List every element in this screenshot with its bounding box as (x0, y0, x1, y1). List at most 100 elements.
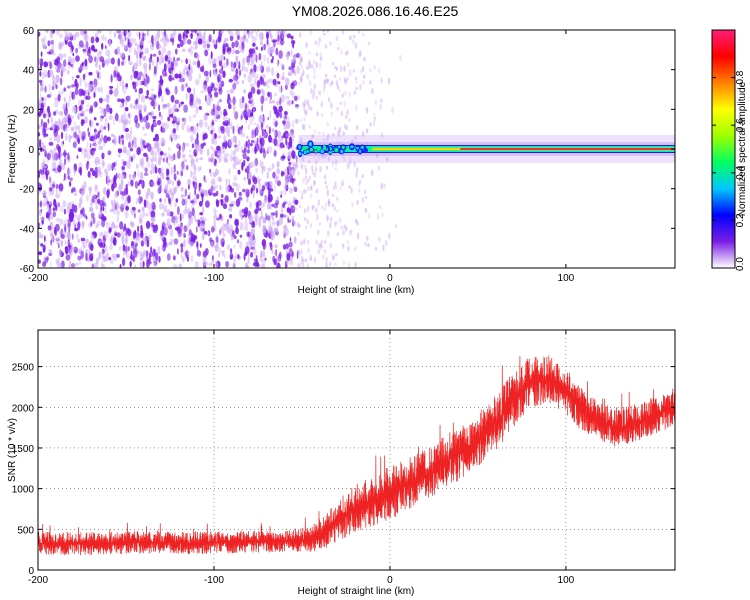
noise-blob (98, 145, 104, 151)
noise-blob (159, 198, 162, 203)
noise-blob (191, 143, 195, 149)
noise-blob (300, 255, 304, 263)
noise-blob (145, 250, 149, 258)
noise-blob (72, 141, 77, 149)
noise-blob (223, 113, 226, 117)
noise-blob (247, 32, 250, 39)
noise-blob (354, 134, 357, 141)
noise-blob (378, 67, 381, 74)
noise-blob (90, 36, 95, 44)
noise-blob (186, 125, 190, 133)
noise-blob (283, 185, 288, 190)
noise-blob (122, 244, 126, 252)
noise-blob (71, 189, 73, 194)
noise-blob (346, 77, 349, 82)
noise-blob (186, 256, 190, 262)
noise-blob (292, 119, 295, 129)
noise-blob (79, 260, 81, 266)
noise-blob (355, 76, 358, 81)
noise-blob (321, 205, 324, 210)
noise-blob (134, 213, 136, 219)
noise-blob (185, 164, 189, 171)
noise-blob (173, 56, 176, 63)
noise-blob (75, 125, 81, 131)
noise-blob (46, 152, 51, 160)
noise-blob (130, 245, 136, 250)
noise-blob (71, 247, 76, 251)
noise-blob (285, 178, 288, 184)
noise-blob (182, 153, 186, 159)
noise-blob (83, 148, 87, 153)
noise-blob (150, 216, 156, 223)
noise-blob (79, 69, 82, 74)
noise-blob (310, 184, 313, 192)
noise-blob (145, 95, 149, 99)
noise-blob (291, 215, 295, 223)
noise-blob (43, 61, 49, 68)
noise-blob (232, 157, 236, 162)
noise-blob (180, 101, 184, 105)
noise-blob (63, 149, 67, 158)
noise-blob (294, 95, 298, 102)
noise-blob (178, 73, 182, 79)
noise-blob (146, 89, 150, 96)
noise-blob (188, 63, 191, 71)
y-tick-label: -40 (20, 224, 35, 235)
noise-blob (198, 119, 204, 128)
noise-blob (117, 75, 122, 82)
noise-blob (292, 80, 298, 87)
noise-blob (354, 42, 358, 49)
noise-blob (136, 50, 139, 55)
noise-blob (323, 154, 326, 159)
noise-blob (234, 49, 240, 55)
noise-blob (196, 193, 200, 200)
noise-blob (44, 133, 49, 137)
noise-blob (72, 52, 75, 57)
noise-blob (214, 213, 218, 220)
noise-blob (342, 259, 345, 266)
y-tick-label: 2500 (12, 363, 35, 374)
noise-blob (254, 213, 258, 222)
noise-blob (285, 184, 289, 192)
noise-blob (141, 209, 145, 218)
noise-blob (337, 46, 340, 51)
noise-blob (299, 56, 302, 63)
noise-blob (166, 102, 171, 108)
noise-blob (72, 219, 75, 226)
noise-blob (39, 86, 42, 95)
noise-blob (106, 136, 111, 142)
noise-blob (75, 222, 78, 229)
noise-blob (134, 88, 137, 93)
noise-blob (174, 108, 180, 112)
noise-blob (59, 77, 63, 86)
snr-x-axis-label: Height of straight line (km) (298, 586, 415, 597)
y-tick-label: 500 (17, 525, 34, 536)
noise-blob (242, 95, 244, 103)
noise-blob (161, 172, 165, 179)
noise-blob (320, 101, 323, 107)
noise-blob (124, 210, 129, 219)
noise-blob (287, 151, 293, 159)
noise-blob (266, 38, 269, 45)
noise-blob (92, 216, 96, 225)
noise-blob (208, 157, 213, 163)
noise-blob (277, 59, 279, 68)
noise-blob (257, 200, 262, 207)
noise-blob (115, 75, 118, 82)
noise-blob (125, 236, 128, 245)
noise-blob (293, 186, 298, 193)
noise-blob (120, 98, 125, 104)
noise-blob (297, 94, 301, 100)
noise-blob (187, 39, 192, 45)
noise-blob (310, 106, 313, 111)
noise-blob (323, 83, 326, 90)
noise-blob (334, 184, 337, 190)
noise-blob (391, 106, 394, 114)
noise-blob (233, 244, 236, 249)
noise-blob (343, 225, 346, 229)
noise-blob (173, 59, 179, 68)
noise-blob (45, 74, 50, 78)
noise-blob (122, 138, 124, 146)
noise-blob (330, 102, 333, 109)
noise-blob (116, 190, 120, 197)
